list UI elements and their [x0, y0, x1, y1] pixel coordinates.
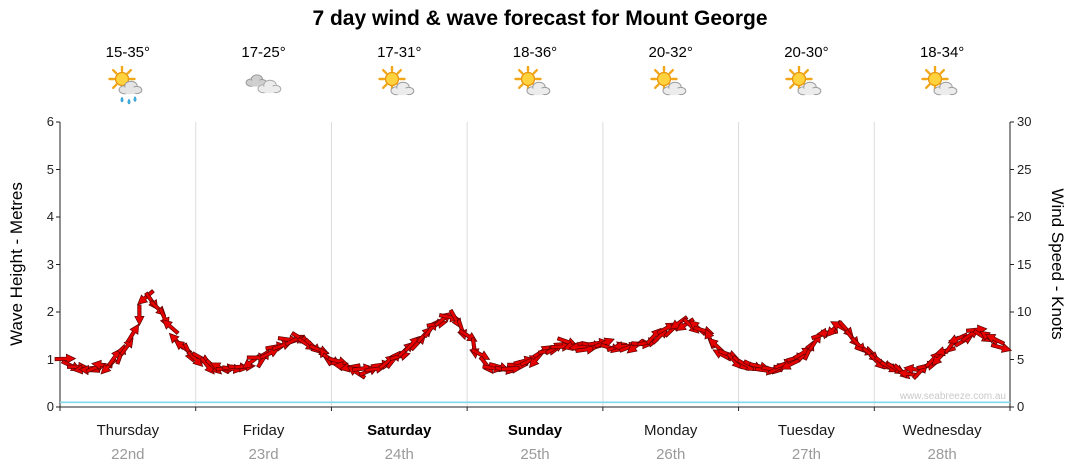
weather-icon-sun-cloud	[739, 65, 875, 106]
right-axis-tick-label: 0	[1017, 399, 1025, 414]
day-column-monday: 20-32°	[603, 44, 739, 106]
day-date: 27th	[791, 446, 822, 463]
day-name: Saturday	[367, 422, 432, 439]
weather-icon-cloud	[196, 66, 332, 106]
left-axis-tick-label: 6	[46, 114, 54, 129]
right-axis-tick-label: 5	[1017, 351, 1025, 367]
day-temp-range: 17-25°	[241, 44, 286, 61]
left-axis-tick-label: 2	[46, 304, 54, 319]
left-axis-tick-label: 4	[46, 209, 54, 224]
day-name: Wednesday	[902, 422, 982, 439]
day-temp-range: 18-36°	[512, 44, 558, 61]
day-temp-range: 20-32°	[648, 44, 693, 61]
day-column-friday: 17-25°	[196, 44, 332, 106]
right-axis-tick-label: 10	[1017, 304, 1032, 319]
day-temp-range: 20-30°	[784, 44, 829, 61]
day-date: 24th	[384, 446, 414, 463]
day-name: Monday	[644, 422, 698, 439]
day-date: 22nd	[111, 446, 145, 463]
weather-icon-sun-cloud	[331, 65, 467, 106]
day-date: 23rd	[248, 446, 279, 463]
day-temp-range: 15-35°	[105, 44, 151, 61]
weather-icon-sun-cloud	[874, 65, 1010, 106]
day-column-thursday: 15-35°	[60, 44, 196, 106]
day-name: Sunday	[507, 422, 563, 439]
day-column-tuesday: 20-30°	[739, 44, 875, 106]
day-date: 25th	[520, 446, 550, 463]
left-axis-tick-label: 0	[46, 399, 54, 414]
day-column-saturday: 17-31°	[331, 44, 467, 106]
page-title: 7 day wind & wave forecast for Mount Geo…	[312, 7, 768, 30]
right-axis-tick-label: 30	[1017, 114, 1032, 129]
right-axis-tick-label: 15	[1017, 256, 1032, 272]
day-name: Friday	[242, 422, 285, 439]
day-name: Tuesday	[777, 422, 835, 439]
day-date: 28th	[927, 446, 957, 463]
left-axis-tick-label: 5	[46, 161, 54, 177]
right-axis-tick-label: 25	[1017, 161, 1032, 177]
watermark: www.seabreeze.com.au	[899, 391, 1006, 402]
day-column-wednesday: 18-34°	[874, 44, 1010, 106]
right-axis-tick-label: 20	[1017, 209, 1032, 224]
day-column-sunday: 18-36°	[467, 44, 603, 106]
day-name: Thursday	[96, 422, 160, 439]
day-temp-range: 18-34°	[919, 44, 965, 61]
left-axis-tick-label: 3	[46, 256, 54, 272]
day-temp-range: 17-31°	[377, 44, 422, 61]
weather-icon-sun-cloud-showers	[60, 65, 196, 106]
weather-icon-sun-cloud	[467, 65, 603, 106]
left-axis-tick-label: 1	[46, 351, 54, 367]
day-date: 26th	[656, 446, 686, 463]
weather-icon-sun-cloud	[603, 65, 739, 106]
